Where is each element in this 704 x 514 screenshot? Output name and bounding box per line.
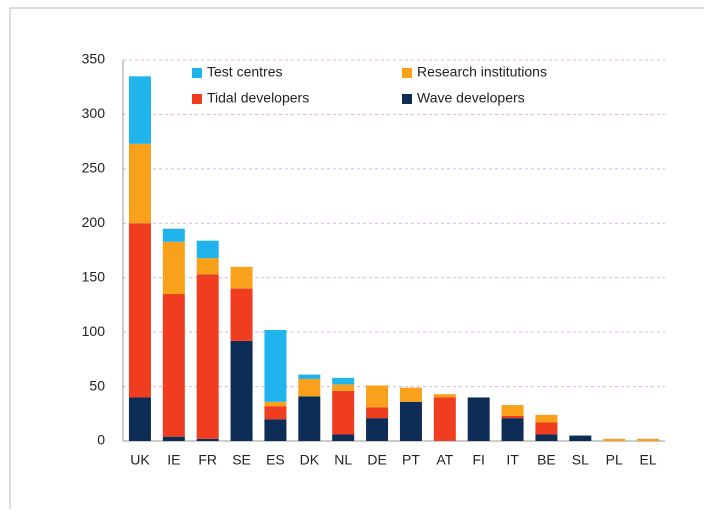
legend-label: Research institutions	[417, 64, 547, 80]
x-tick-label: DE	[367, 452, 386, 468]
legend-swatch	[402, 94, 412, 104]
bar-segment	[196, 274, 219, 439]
bar-segment	[332, 384, 355, 391]
y-tick-label: 100	[82, 323, 106, 339]
y-tick-label: 250	[82, 160, 106, 176]
x-tick-label: BE	[537, 452, 556, 468]
x-tick-label: FI	[472, 452, 484, 468]
bar-segment	[366, 418, 389, 441]
bar-segment	[433, 394, 456, 398]
bar-segment	[535, 414, 558, 423]
bar-segment	[128, 223, 151, 398]
bar-segment	[467, 397, 490, 441]
bar-segment	[264, 329, 287, 402]
bar-segment	[603, 438, 626, 441]
bar-segment	[162, 241, 185, 295]
legend-label: Test centres	[207, 64, 282, 80]
y-tick-label: 350	[82, 51, 106, 67]
bar-segment	[332, 377, 355, 385]
x-tick-label: EL	[640, 452, 657, 468]
legend-label: Wave developers	[417, 90, 525, 106]
bar-segment	[501, 418, 524, 441]
bar-segment	[128, 143, 151, 224]
bar-segment	[298, 378, 321, 397]
x-tick-label: DK	[300, 452, 320, 468]
bar-segment	[501, 405, 524, 416]
x-tick-label: FR	[198, 452, 217, 468]
x-tick-label: ES	[266, 452, 285, 468]
bar-segment	[230, 288, 253, 341]
y-tick-label: 150	[82, 268, 106, 284]
x-tick-label: SL	[572, 452, 589, 468]
bar-segment	[501, 415, 524, 419]
bar-segment	[298, 396, 321, 441]
y-tick-label: 200	[82, 214, 106, 230]
bar-segment	[128, 397, 151, 441]
bar-segment	[298, 374, 321, 379]
x-tick-label: PT	[402, 452, 420, 468]
bar-segment	[535, 422, 558, 435]
bar-segment	[433, 397, 456, 441]
x-tick-label: AT	[436, 452, 453, 468]
x-tick-label: PL	[606, 452, 623, 468]
bar-segment	[196, 258, 219, 275]
y-tick-label: 300	[82, 105, 106, 121]
legend-label: Tidal developers	[207, 90, 309, 106]
bar-segment	[535, 434, 558, 441]
bar-segment	[637, 438, 660, 441]
bar-segment	[332, 434, 355, 441]
bar-segment	[264, 419, 287, 441]
bar-segment	[128, 76, 151, 144]
bar-segment	[399, 387, 422, 402]
bar-segment	[366, 385, 389, 408]
bar-segment	[332, 390, 355, 435]
bar-segment	[162, 228, 185, 242]
bar-segment	[162, 436, 185, 441]
bar-segment	[196, 240, 219, 259]
bar-segment	[264, 401, 287, 407]
frame	[9, 7, 704, 514]
bar-segment	[264, 406, 287, 420]
x-tick-label: SE	[232, 452, 251, 468]
x-tick-label: IE	[167, 452, 180, 468]
y-tick-label: 50	[89, 377, 105, 393]
x-tick-label: NL	[334, 452, 352, 468]
bar-segment	[569, 435, 592, 441]
bar-segment	[196, 438, 219, 441]
x-tick-label: UK	[130, 452, 150, 468]
bar-segment	[366, 407, 389, 419]
legend-swatch	[192, 68, 202, 78]
legend-swatch	[402, 68, 412, 78]
x-tick-label: IT	[506, 452, 519, 468]
legend-swatch	[192, 94, 202, 104]
bar-segment	[230, 340, 253, 441]
bar-segment	[399, 401, 422, 441]
bar-segment	[230, 266, 253, 289]
y-tick-label: 0	[97, 432, 105, 448]
bar-segment	[162, 294, 185, 437]
